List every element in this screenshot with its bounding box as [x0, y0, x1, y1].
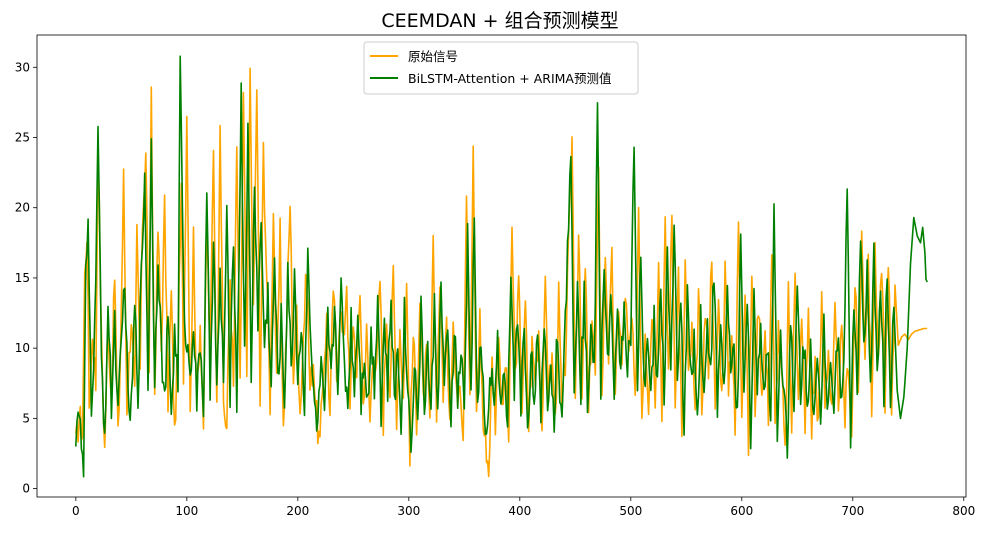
legend-label-2: BiLSTM-Attention + ARIMA预测值	[408, 71, 611, 86]
y-tick-label: 15	[15, 271, 30, 285]
x-axis: 0 100 200 300 400 500 600 700 800	[72, 497, 975, 518]
legend: 原始信号 BiLSTM-Attention + ARIMA预测值	[363, 41, 639, 95]
x-tick-label: 800	[952, 504, 975, 518]
series-line-2	[75, 55, 928, 478]
plot-area	[75, 55, 928, 478]
plot-frame	[36, 34, 967, 498]
y-tick-label: 20	[15, 201, 30, 215]
legend-label-1: 原始信号	[408, 49, 458, 64]
legend-box	[363, 41, 639, 95]
y-tick-label: 30	[15, 60, 30, 74]
x-tick-label: 300	[397, 504, 420, 518]
x-tick-label: 0	[72, 504, 80, 518]
y-axis: 0 5 10 15 20 25 30	[15, 60, 37, 496]
x-tick-label: 200	[286, 504, 309, 518]
y-tick-label: 10	[15, 341, 30, 355]
x-tick-label: 600	[730, 504, 753, 518]
x-tick-label: 700	[841, 504, 864, 518]
y-tick-label: 0	[22, 482, 30, 496]
x-tick-label: 500	[619, 504, 642, 518]
x-tick-label: 100	[175, 504, 198, 518]
y-tick-label: 5	[22, 411, 30, 425]
x-tick-label: 400	[508, 504, 531, 518]
y-tick-label: 25	[15, 131, 30, 145]
chart-title: CEEMDAN + 组合预测模型	[381, 10, 618, 32]
